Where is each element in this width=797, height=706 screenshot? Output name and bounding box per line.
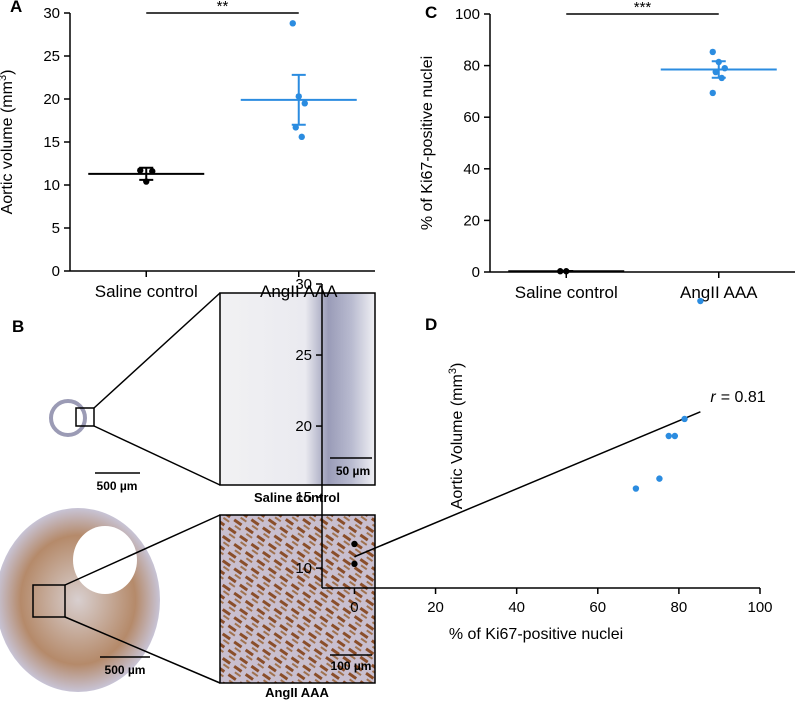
roi-box — [75, 407, 95, 427]
data-point — [665, 432, 672, 440]
data-point — [351, 560, 358, 568]
panel-label: C — [425, 3, 437, 22]
data-point — [563, 268, 570, 275]
y-tick-label: 5 — [52, 220, 60, 237]
y-tick-label: 30 — [43, 5, 60, 22]
x-tick-label: 20 — [427, 599, 444, 616]
annotation: r = 0.81 — [710, 389, 765, 406]
panel-label: D — [425, 315, 437, 334]
x-tick-label: Saline control — [95, 282, 198, 301]
y-axis-label-part: Aortic Volume (mm — [449, 374, 466, 509]
y-axis-label: % of Ki67-positive nuclei — [419, 56, 436, 230]
data-point — [295, 93, 302, 100]
data-point — [289, 20, 296, 27]
y-axis-label-part: % of Ki67-positive nuclei — [419, 56, 436, 230]
y-axis-label: Aortic volume (mm3) — [0, 70, 16, 215]
data-point — [712, 68, 719, 76]
y-tick-label: 100 — [455, 6, 480, 23]
connector — [64, 616, 221, 684]
section-small — [49, 399, 87, 437]
y-axis-label-part: Aortic volume (mm — [0, 81, 16, 214]
y-tick-label: 20 — [295, 418, 312, 435]
x-tick-label: AngII AAA — [680, 283, 758, 302]
data-point — [149, 168, 156, 175]
inset-saline — [219, 292, 376, 486]
x-tick-label: 60 — [589, 599, 606, 616]
x-tick-label: 100 — [747, 599, 772, 616]
y-axis-label-part: ) — [0, 70, 16, 75]
caption: Saline control — [254, 490, 340, 505]
x-tick-label: 40 — [508, 599, 525, 616]
y-tick-label: 15 — [43, 134, 60, 151]
y-tick-label: 10 — [295, 560, 312, 577]
y-axis-label-part: ) — [449, 363, 466, 368]
fit-line — [354, 411, 701, 558]
connector — [93, 292, 221, 409]
data-point — [715, 58, 722, 66]
y-tick-label: 20 — [43, 91, 60, 108]
data-point — [656, 475, 663, 482]
y-tick-label: 0 — [472, 264, 480, 281]
data-point — [697, 297, 704, 305]
data-point — [143, 178, 150, 185]
panel-label: B — [12, 317, 24, 336]
data-point — [298, 133, 305, 141]
data-point — [671, 432, 679, 440]
y-axis-label-part: 3 — [447, 368, 459, 374]
y-tick-label: 30 — [295, 276, 312, 293]
significance-label: *** — [634, 0, 652, 16]
y-tick-label: 10 — [43, 177, 60, 194]
y-tick-label: 40 — [463, 161, 480, 178]
data-point — [681, 415, 688, 423]
data-point — [632, 485, 640, 492]
annotation-text: = 0.81 — [721, 389, 766, 406]
significance-label: ** — [217, 0, 229, 15]
annotation-symbol: r — [710, 389, 716, 406]
data-point — [709, 48, 716, 56]
roi-box — [32, 584, 66, 618]
scale-label: 500 µm — [97, 479, 138, 493]
connector — [93, 425, 221, 486]
data-point — [301, 100, 308, 107]
y-axis-label: Aortic Volume (mm3) — [447, 363, 466, 510]
scale-label: 50 µm — [336, 464, 370, 478]
data-point — [557, 268, 564, 275]
x-tick-label: AngII AAA — [260, 282, 338, 301]
x-tick-label: 0 — [350, 599, 358, 616]
y-tick-label: 60 — [463, 109, 480, 126]
data-point — [718, 74, 725, 82]
micrographs: B 500 µm 50 µm 500 µm 100 µm Saline cont… — [0, 292, 376, 700]
x-tick-label: Saline control — [515, 283, 618, 302]
y-tick-label: 25 — [43, 48, 60, 65]
data-point — [137, 167, 144, 174]
connector — [64, 514, 221, 586]
scale-label: 500 µm — [105, 663, 146, 677]
x-axis-label: % of Ki67-positive nuclei — [449, 626, 623, 643]
data-point — [721, 64, 728, 72]
caption: AngII AAA — [265, 685, 329, 700]
y-tick-label: 15 — [295, 489, 312, 506]
panel-label: A — [10, 0, 22, 16]
y-tick-label: 25 — [295, 347, 312, 364]
y-tick-label: 80 — [463, 58, 480, 75]
y-tick-label: 0 — [52, 263, 60, 280]
y-tick-label: 20 — [463, 212, 480, 229]
lumen — [73, 526, 137, 594]
y-axis-label-part: 3 — [0, 75, 9, 81]
data-point — [709, 89, 716, 97]
data-point — [351, 540, 358, 548]
x-tick-label: 80 — [671, 599, 688, 616]
data-point — [292, 124, 299, 131]
scale-label: 100 µm — [331, 659, 372, 673]
